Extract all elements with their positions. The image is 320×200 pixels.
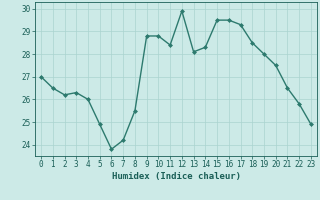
X-axis label: Humidex (Indice chaleur): Humidex (Indice chaleur) [111,172,241,181]
